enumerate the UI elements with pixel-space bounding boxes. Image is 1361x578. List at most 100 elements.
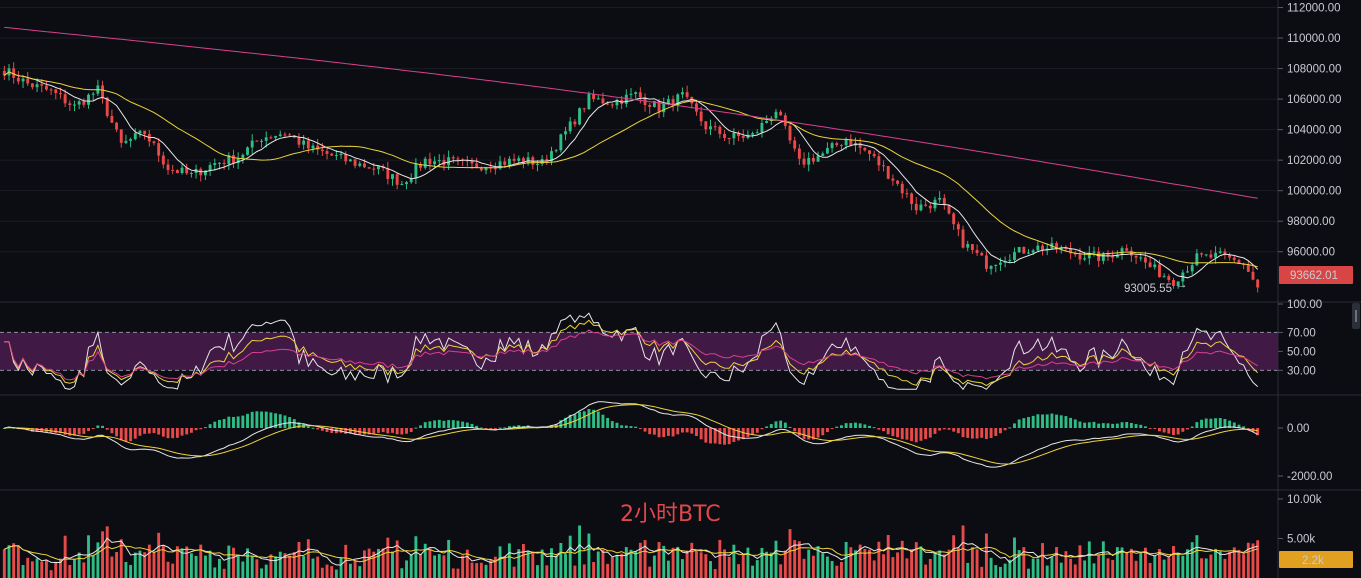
candle-body[interactable] — [709, 126, 712, 130]
candle-body[interactable] — [727, 137, 731, 139]
candle-body[interactable] — [367, 167, 371, 169]
candle-body[interactable] — [1139, 257, 1143, 259]
candle-body[interactable] — [751, 133, 755, 135]
candle-body[interactable] — [419, 164, 423, 168]
candle-body[interactable] — [1204, 254, 1208, 256]
candle-body[interactable] — [414, 164, 418, 179]
candle-body[interactable] — [222, 162, 226, 165]
candle-body[interactable] — [956, 224, 960, 230]
candle-body[interactable] — [868, 150, 871, 154]
candle-body[interactable] — [433, 161, 437, 165]
candle-body[interactable] — [984, 255, 988, 269]
candle-body[interactable] — [470, 160, 474, 164]
candle-body[interactable] — [152, 141, 156, 144]
candle-body[interactable] — [377, 166, 380, 170]
candle-body[interactable] — [961, 229, 965, 248]
candle-body[interactable] — [779, 111, 783, 116]
candle-body[interactable] — [26, 78, 30, 84]
candle-body[interactable] — [503, 161, 507, 165]
candle-body[interactable] — [989, 266, 993, 269]
candle-body[interactable] — [924, 204, 928, 206]
candle-body[interactable] — [297, 137, 301, 145]
candle-body[interactable] — [891, 178, 895, 181]
candle-body[interactable] — [35, 84, 39, 88]
candle-body[interactable] — [928, 205, 932, 209]
candle-body[interactable] — [498, 161, 502, 169]
candle-body[interactable] — [624, 94, 628, 104]
candle-body[interactable] — [671, 99, 675, 106]
candle-body[interactable] — [213, 163, 217, 166]
candle-body[interactable] — [521, 158, 525, 164]
candle-body[interactable] — [1195, 253, 1199, 266]
candle-body[interactable] — [741, 136, 745, 138]
candle-body[interactable] — [821, 153, 825, 156]
candle-body[interactable] — [250, 140, 254, 148]
candle-body[interactable] — [676, 94, 680, 106]
candle-body[interactable] — [105, 97, 109, 116]
candle-body[interactable] — [21, 78, 25, 82]
candle-body[interactable] — [1008, 260, 1012, 262]
candle-body[interactable] — [171, 169, 175, 171]
candle-body[interactable] — [1209, 254, 1213, 258]
candle-body[interactable] — [1022, 246, 1026, 254]
candle-body[interactable] — [428, 158, 432, 165]
panel-resize-handle[interactable] — [1352, 303, 1360, 329]
candle-body[interactable] — [493, 168, 497, 170]
candle-body[interactable] — [835, 143, 839, 146]
candle-body[interactable] — [713, 126, 717, 128]
candle-body[interactable] — [405, 182, 408, 185]
candle-body[interactable] — [999, 262, 1002, 265]
candle-body[interactable] — [690, 96, 694, 104]
candle-body[interactable] — [1013, 252, 1016, 261]
candle-body[interactable] — [358, 163, 362, 166]
candle-body[interactable] — [236, 158, 240, 164]
candle-body[interactable] — [1228, 254, 1232, 258]
candle-body[interactable] — [1251, 271, 1255, 280]
candle-body[interactable] — [685, 92, 689, 97]
candle-body[interactable] — [704, 121, 708, 130]
candle-body[interactable] — [189, 172, 193, 174]
candle-body[interactable] — [161, 155, 165, 165]
candle-body[interactable] — [73, 104, 76, 106]
candle-body[interactable] — [695, 103, 698, 112]
candle-body[interactable] — [208, 165, 212, 171]
candle-body[interactable] — [68, 103, 72, 106]
candle-body[interactable] — [825, 148, 829, 154]
candle-body[interactable] — [811, 157, 815, 162]
candle-body[interactable] — [288, 134, 292, 136]
candle-body[interactable] — [1120, 248, 1124, 255]
candle-body[interactable] — [718, 126, 722, 135]
candle-body[interactable] — [59, 93, 62, 95]
candle-body[interactable] — [788, 125, 792, 141]
candle-body[interactable] — [858, 143, 862, 148]
candle-body[interactable] — [905, 193, 909, 195]
candle-body[interactable] — [1073, 253, 1077, 255]
candle-body[interactable] — [839, 145, 843, 147]
candle-body[interactable] — [680, 92, 684, 95]
candle-body[interactable] — [456, 158, 460, 160]
candle-body[interactable] — [1115, 254, 1119, 258]
candle-body[interactable] — [816, 155, 820, 162]
candle-body[interactable] — [241, 154, 245, 159]
candle-body[interactable] — [578, 108, 582, 125]
candle-body[interactable] — [82, 101, 86, 105]
candle-body[interactable] — [573, 121, 577, 125]
candle-body[interactable] — [1232, 257, 1236, 261]
candle-body[interactable] — [1200, 253, 1203, 255]
candle-body[interactable] — [1153, 264, 1157, 268]
candle-body[interactable] — [900, 183, 904, 194]
candle-body[interactable] — [966, 244, 970, 248]
candle-body[interactable] — [451, 157, 455, 159]
candle-body[interactable] — [648, 105, 652, 107]
candle-body[interactable] — [260, 140, 263, 142]
candle-body[interactable] — [63, 94, 67, 104]
candle-body[interactable] — [652, 101, 656, 107]
candle-body[interactable] — [447, 157, 451, 166]
candle-body[interactable] — [970, 244, 974, 251]
candle-body[interactable] — [232, 155, 235, 164]
candle-body[interactable] — [283, 134, 287, 136]
candle-body[interactable] — [601, 98, 605, 104]
candle-body[interactable] — [947, 205, 951, 214]
candle-body[interactable] — [1129, 250, 1133, 256]
candle-body[interactable] — [1176, 281, 1180, 287]
